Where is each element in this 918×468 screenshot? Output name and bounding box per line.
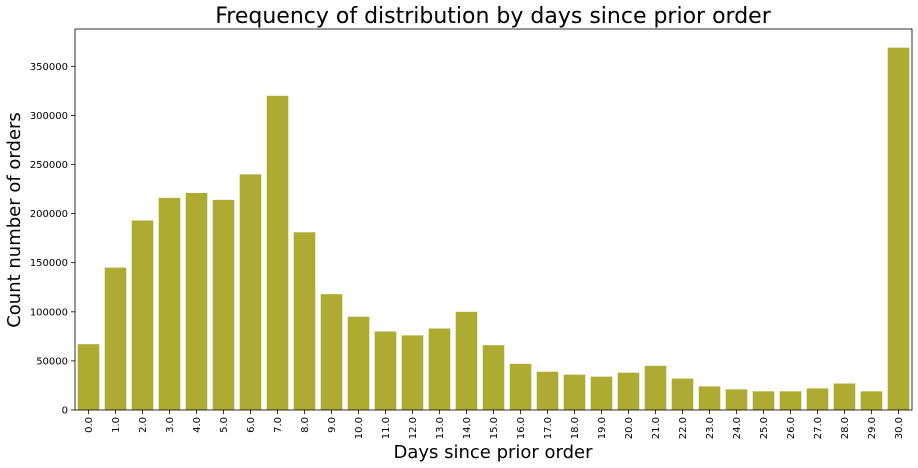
bar-4.0 — [185, 192, 208, 410]
bar-19.0 — [590, 376, 613, 410]
x-tick-label: 21.0 — [651, 417, 662, 439]
bar-6.0 — [239, 174, 262, 410]
y-tick-label: 100000 — [30, 307, 68, 318]
y-tick-label: 50000 — [36, 356, 68, 367]
y-axis-label: Count number of orders — [4, 112, 25, 328]
x-tick-label: 26.0 — [786, 417, 797, 439]
x-tick-label: 25.0 — [759, 417, 770, 439]
x-tick-label: 15.0 — [489, 417, 500, 439]
bar-9.0 — [320, 294, 343, 410]
bar-27.0 — [806, 388, 829, 410]
bar-30.0 — [887, 47, 910, 410]
x-tick-label: 0.0 — [84, 417, 95, 433]
bar-8.0 — [293, 232, 316, 410]
bar-28.0 — [833, 383, 856, 410]
bar-0.0 — [77, 344, 100, 410]
x-tick-label: 8.0 — [300, 417, 311, 433]
bar-14.0 — [455, 311, 478, 410]
x-tick-label: 7.0 — [273, 417, 284, 433]
bar-3.0 — [158, 197, 181, 410]
plot-frame — [74, 28, 913, 411]
x-tick-label: 30.0 — [894, 417, 905, 439]
x-tick-label: 5.0 — [219, 417, 230, 433]
bar-13.0 — [428, 328, 451, 410]
x-tick-label: 4.0 — [192, 417, 203, 433]
x-tick-label: 27.0 — [813, 417, 824, 439]
y-tick-label: 300000 — [30, 111, 68, 122]
x-tick-label: 18.0 — [570, 417, 581, 439]
x-tick-label: 29.0 — [867, 417, 878, 439]
bar-25.0 — [752, 391, 775, 410]
x-axis-label: Days since prior order — [393, 442, 593, 463]
x-tick-label: 11.0 — [381, 417, 392, 439]
y-tick-label: 250000 — [30, 160, 68, 171]
bar-23.0 — [698, 386, 721, 410]
x-tick-label: 13.0 — [435, 417, 446, 439]
bar-26.0 — [779, 391, 802, 410]
x-tick-label: 1.0 — [111, 417, 122, 433]
x-tick-label: 17.0 — [543, 417, 554, 439]
bar-16.0 — [509, 363, 532, 410]
bar-5.0 — [212, 199, 235, 410]
bars-group — [77, 47, 910, 411]
y-axis-ticks: 0 50000 100000 150000 200000 250000 300000 3500… — [30, 62, 75, 417]
bar-10.0 — [347, 316, 370, 410]
bar-12.0 — [401, 335, 424, 410]
x-tick-label: 14.0 — [462, 417, 473, 439]
x-tick-label: 24.0 — [732, 417, 743, 439]
x-tick-label: 19.0 — [597, 417, 608, 439]
x-tick-label: 28.0 — [840, 417, 851, 439]
x-tick-label: 2.0 — [138, 417, 149, 433]
bar-2.0 — [131, 220, 154, 410]
bar-15.0 — [482, 345, 505, 410]
bar-29.0 — [860, 391, 883, 410]
y-tick-label: 0 — [62, 406, 68, 417]
bar-22.0 — [671, 378, 694, 410]
bar-1.0 — [104, 267, 127, 410]
x-tick-label: 9.0 — [327, 417, 338, 433]
bar-18.0 — [563, 374, 586, 410]
x-tick-label: 6.0 — [246, 417, 257, 433]
chart-title: Frequency of distribution by days since … — [215, 4, 771, 29]
x-tick-label: 23.0 — [705, 417, 716, 439]
x-tick-label: 22.0 — [678, 417, 689, 439]
bar-11.0 — [374, 331, 397, 410]
y-tick-label: 350000 — [30, 62, 68, 73]
x-tick-label: 20.0 — [624, 417, 635, 439]
x-axis-ticks: 0.0 1.0 2.0 3.0 4.0 5.0 6.0 7.0 8.0 9.0 10.0 11.0 12… — [84, 410, 905, 439]
y-tick-label: 200000 — [30, 209, 68, 220]
bar-20.0 — [617, 372, 640, 410]
x-tick-label: 10.0 — [354, 417, 365, 439]
bar-17.0 — [536, 371, 559, 410]
bar-21.0 — [644, 365, 667, 410]
x-tick-label: 16.0 — [516, 417, 527, 439]
x-tick-label: 12.0 — [408, 417, 419, 439]
x-tick-label: 3.0 — [165, 417, 176, 433]
y-tick-label: 150000 — [30, 258, 68, 269]
bar-24.0 — [725, 389, 748, 410]
bar-7.0 — [266, 95, 289, 411]
